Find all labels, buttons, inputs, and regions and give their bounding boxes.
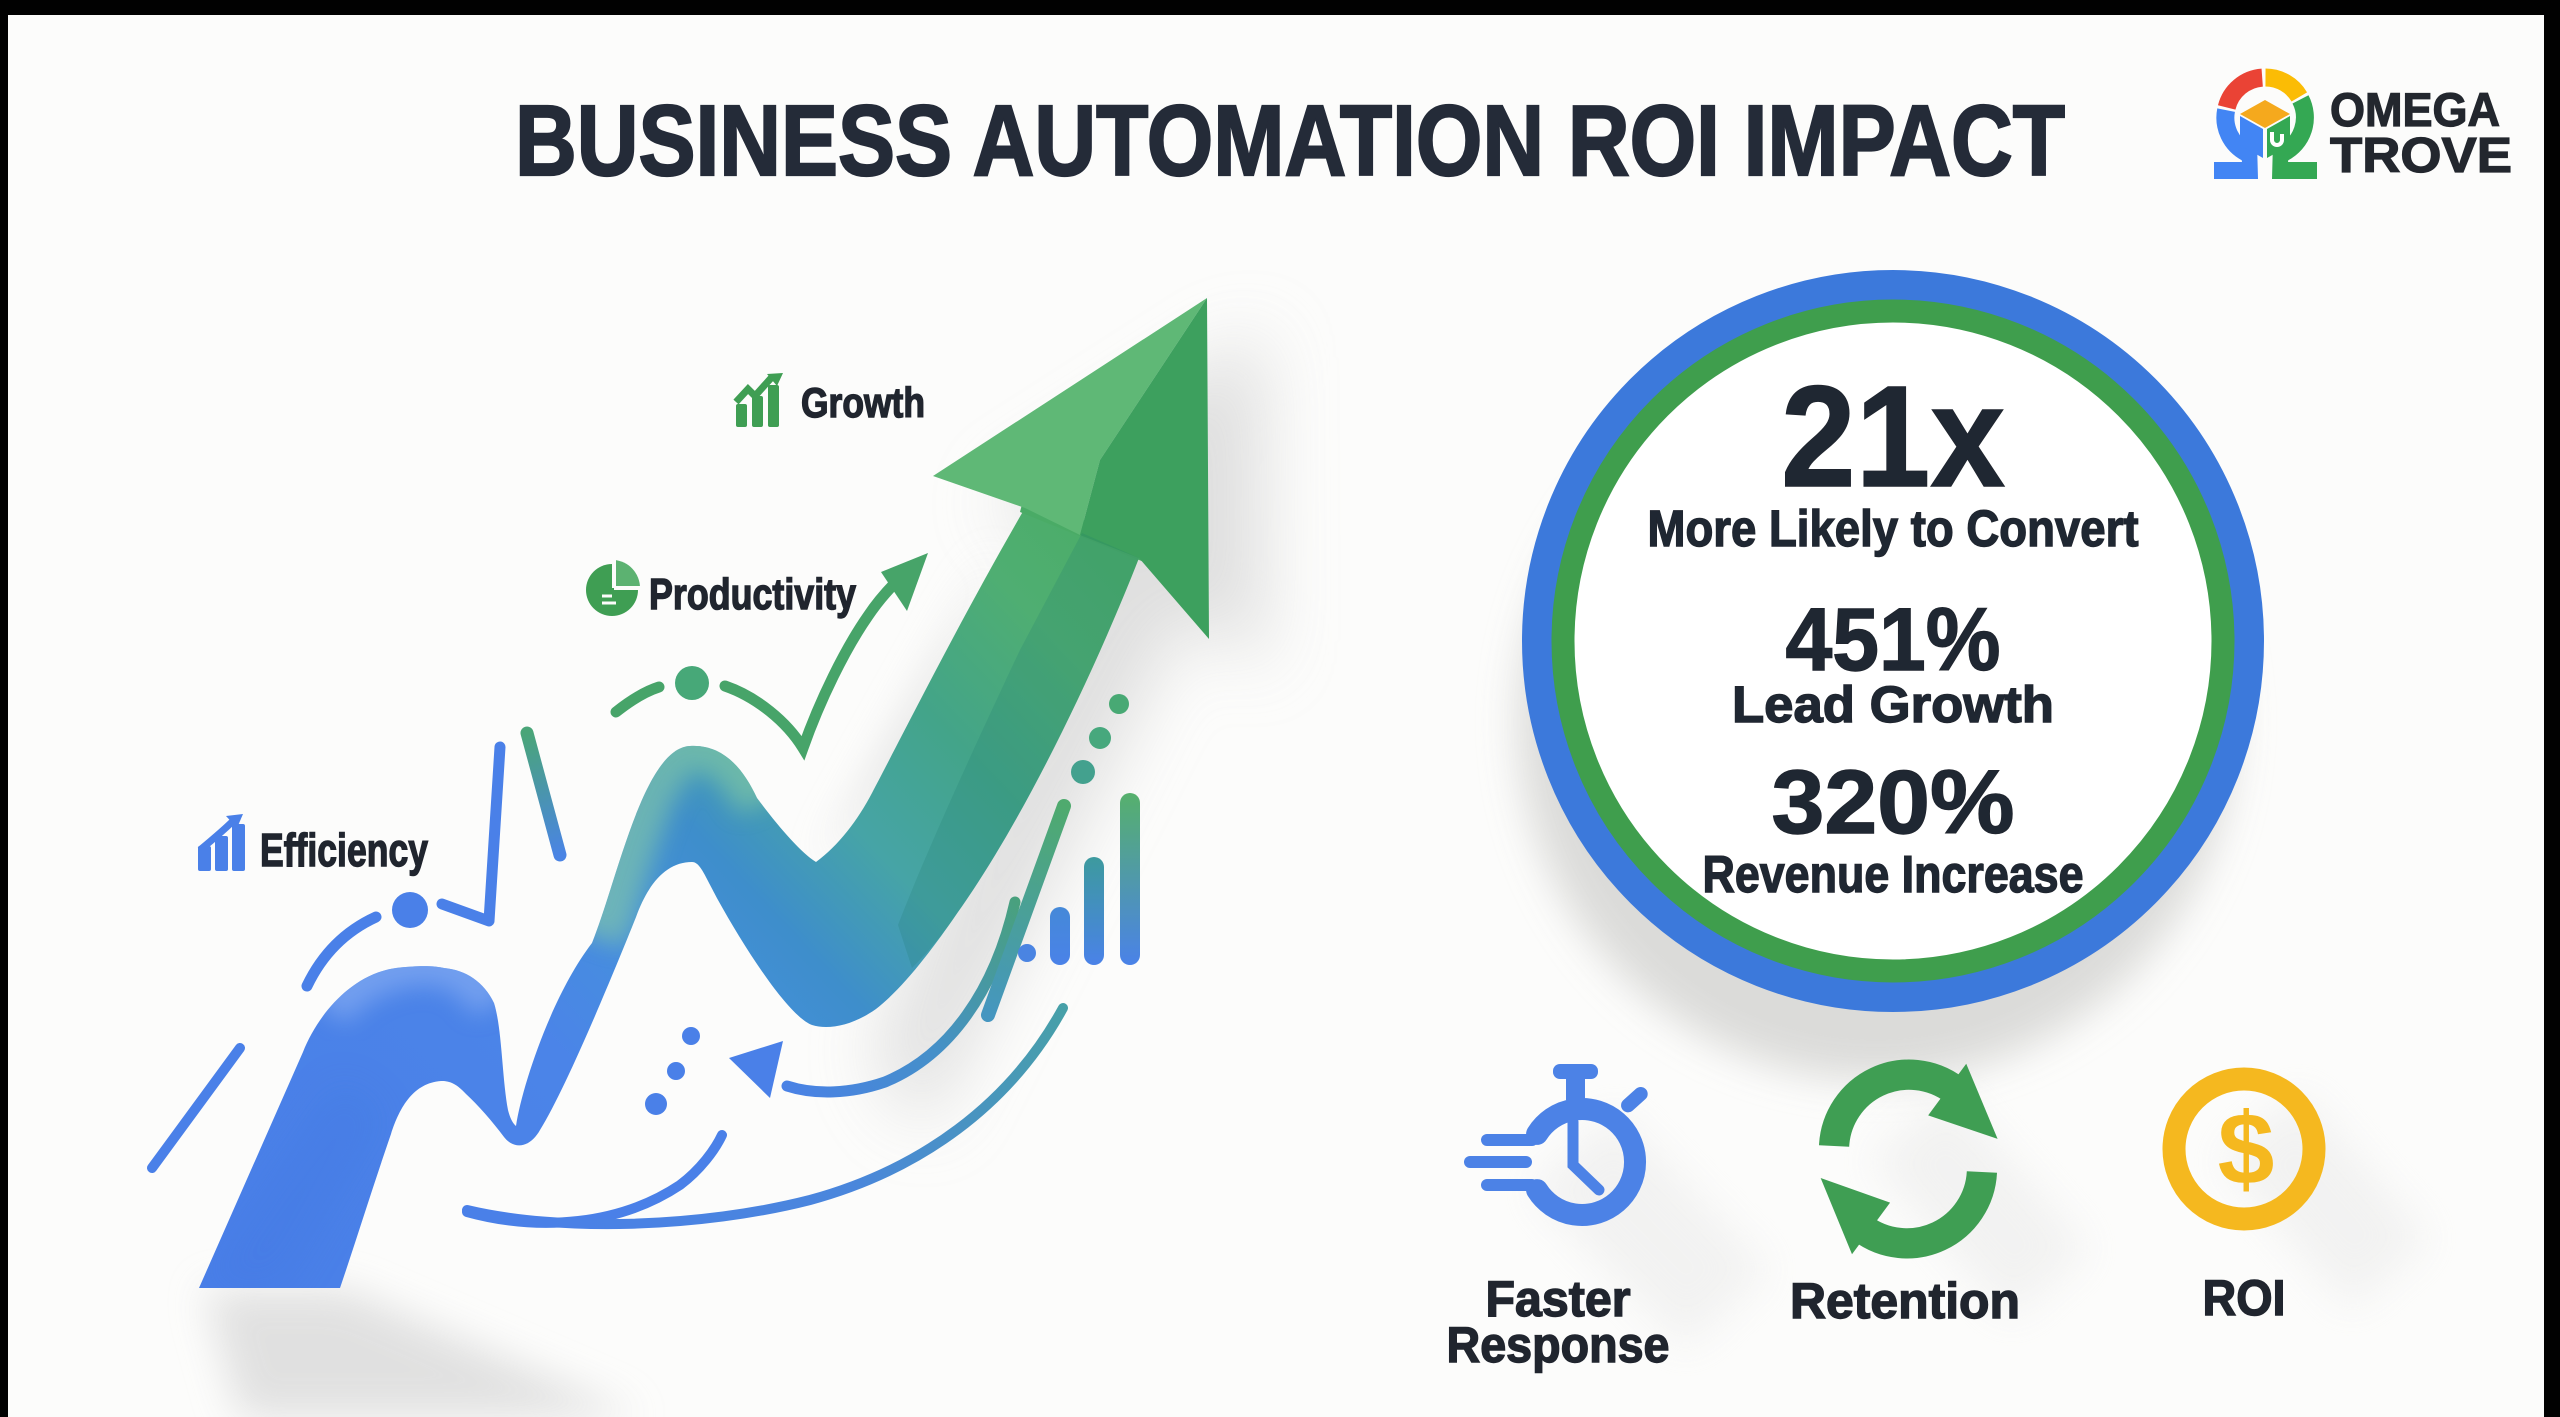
- svg-text:Productivity: Productivity: [649, 570, 856, 619]
- svg-text:$: $: [2218, 1092, 2275, 1206]
- svg-text:TROVE: TROVE: [2330, 129, 2512, 183]
- svg-text:Response: Response: [1447, 1317, 1670, 1373]
- svg-text:Lead Growth: Lead Growth: [1732, 676, 2054, 733]
- svg-text:Efficiency: Efficiency: [260, 824, 428, 876]
- svg-text:21x: 21x: [1781, 356, 2005, 517]
- svg-text:OMEGA: OMEGA: [2330, 83, 2500, 136]
- svg-text:Revenue Increase: Revenue Increase: [1703, 846, 2084, 904]
- svg-text:Growth: Growth: [801, 379, 925, 426]
- svg-text:Retention: Retention: [1790, 1273, 2020, 1329]
- svg-text:320%: 320%: [1772, 753, 2015, 853]
- svg-text:BUSINESS AUTOMATION ROI IMPACT: BUSINESS AUTOMATION ROI IMPACT: [515, 85, 2065, 197]
- svg-text:Faster: Faster: [1486, 1271, 1631, 1327]
- svg-text:451%: 451%: [1786, 589, 2001, 689]
- svg-text:More Likely to Convert: More Likely to Convert: [1648, 500, 2139, 557]
- svg-text:ROI: ROI: [2203, 1270, 2286, 1326]
